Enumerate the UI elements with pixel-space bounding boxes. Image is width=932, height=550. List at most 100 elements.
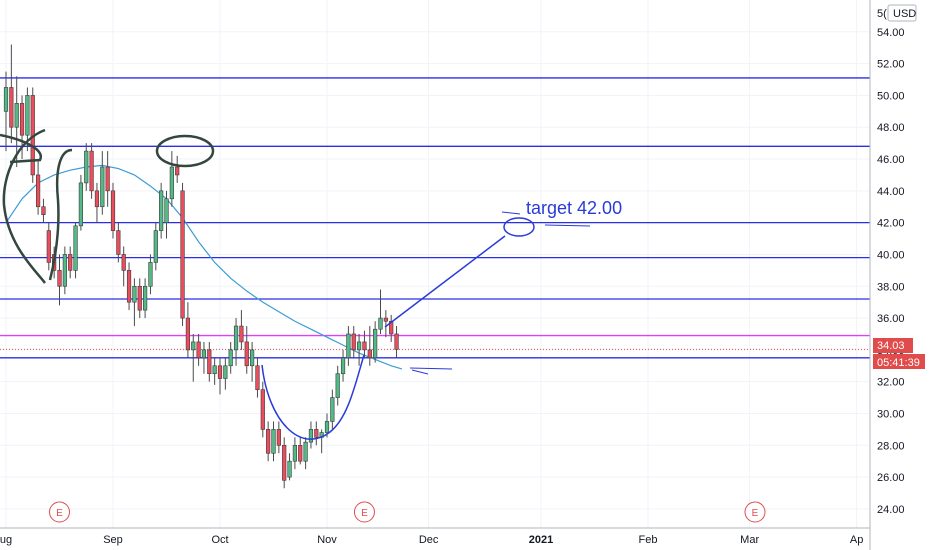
annotation-curve-left	[2, 128, 46, 284]
target-stroke-top	[501, 211, 521, 215]
earnings-badge-circle[interactable]	[744, 501, 766, 523]
candle-body	[383, 317, 388, 322]
moving-average-layer	[5, 164, 403, 370]
price-labels: 34.03 05:41:39	[873, 338, 925, 369]
candle	[191, 333, 196, 382]
candle	[394, 326, 399, 358]
candle-body	[207, 349, 212, 375]
candle	[330, 389, 335, 430]
candle-body	[19, 103, 25, 136]
target-arrow-line	[384, 235, 506, 328]
candle-body	[346, 333, 351, 359]
candle-body	[335, 373, 340, 398]
candle-body	[362, 341, 367, 351]
candle-body	[78, 182, 83, 227]
x-tick-label: Ap	[850, 534, 863, 546]
candle	[287, 453, 292, 481]
candle-body	[137, 285, 142, 311]
earnings-marker[interactable]: E	[353, 501, 375, 523]
candle-body	[196, 341, 201, 359]
candle	[298, 437, 303, 465]
candle	[389, 314, 394, 342]
candle-body	[132, 285, 137, 303]
currency-button[interactable]	[887, 4, 917, 22]
candle	[3, 71, 9, 152]
annotation-circle-top	[155, 134, 215, 168]
candle	[201, 341, 207, 374]
candle-body	[378, 317, 383, 330]
earnings-badge-circle[interactable]	[49, 501, 70, 523]
candle	[73, 222, 78, 279]
candle	[196, 333, 201, 366]
candle	[217, 357, 223, 395]
candle-body	[212, 365, 217, 375]
moving-average-line	[5, 164, 403, 370]
y-tick-label: 48.00	[877, 122, 905, 134]
candle-body	[282, 445, 287, 481]
y-axis-ticks: 24.0026.0028.0030.0032.0034.0036.0038.00…	[877, 27, 905, 516]
axes-layer	[0, 0, 871, 550]
last-price-badge	[873, 338, 913, 353]
candle-body	[148, 262, 153, 287]
candle-body	[373, 328, 378, 359]
candle	[266, 421, 271, 462]
candle-body	[3, 87, 9, 112]
y-tick-label: 28.00	[877, 440, 905, 452]
candle-body	[308, 429, 314, 443]
x-tick-label: 2021	[529, 534, 553, 546]
candle-body	[394, 333, 399, 350]
y-tick-top-partial: 5(	[877, 8, 887, 20]
y-tick-label: 40.00	[877, 249, 905, 261]
candle-body	[46, 230, 51, 263]
candle-body	[351, 333, 356, 351]
candle-body	[169, 166, 174, 200]
candle-body	[389, 320, 394, 335]
candle-body	[153, 230, 158, 263]
annotation-bracket-left	[0, 133, 42, 164]
candle	[340, 349, 346, 382]
currency-indicator[interactable]: 5( USD	[877, 4, 917, 22]
candle-body	[260, 389, 265, 430]
earnings-badge-circle[interactable]	[353, 501, 375, 523]
target-circle	[503, 217, 535, 237]
candle	[84, 143, 89, 191]
candle	[223, 357, 228, 390]
candle	[212, 357, 217, 385]
candle-body	[143, 285, 148, 311]
x-tick-label: ug	[0, 534, 12, 546]
horizontal-levels	[0, 77, 870, 359]
earnings-badge-label: E	[56, 508, 63, 519]
grid-lines	[0, 0, 870, 528]
candle-body	[217, 365, 223, 379]
candle	[35, 159, 41, 215]
candle	[233, 318, 239, 366]
x-axis-ticks: ug Sep Oct Nov Dec 2021 Feb Mar Ap	[0, 534, 863, 546]
candle	[132, 278, 137, 327]
y-tick-label: 54.00	[877, 27, 905, 39]
candle	[373, 321, 378, 363]
candle	[143, 278, 148, 319]
candle	[260, 381, 265, 438]
candle	[239, 310, 244, 350]
candle	[351, 326, 356, 358]
candle-body	[9, 87, 14, 128]
target-underline	[544, 224, 591, 227]
earnings-marker[interactable]: E	[49, 501, 70, 523]
candle	[308, 421, 314, 449]
candle	[126, 262, 132, 311]
earnings-marker[interactable]: E	[744, 501, 766, 523]
candle-body	[244, 341, 249, 367]
target-annotation: target 42.00	[526, 198, 622, 218]
candle	[57, 254, 62, 306]
candle-body	[185, 317, 191, 351]
candle-body	[110, 190, 116, 231]
candle-body	[324, 421, 330, 433]
candle-body	[14, 103, 19, 128]
candle-body	[41, 206, 46, 215]
candle	[185, 302, 191, 358]
countdown-badge	[873, 354, 925, 369]
candle	[255, 357, 260, 398]
candle	[228, 341, 233, 374]
